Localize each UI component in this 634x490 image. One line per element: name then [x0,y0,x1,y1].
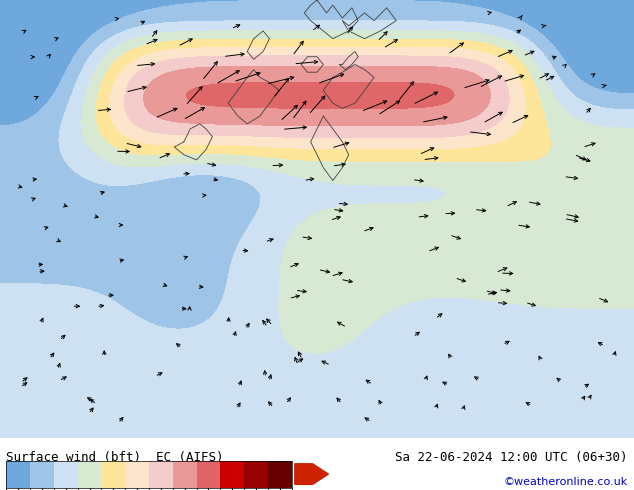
Text: Surface wind (bft)  EC (AIFS): Surface wind (bft) EC (AIFS) [6,451,224,465]
Text: Sa 22-06-2024 12:00 UTC (06+30): Sa 22-06-2024 12:00 UTC (06+30) [395,451,628,465]
Text: ©weatheronline.co.uk: ©weatheronline.co.uk [503,477,628,488]
